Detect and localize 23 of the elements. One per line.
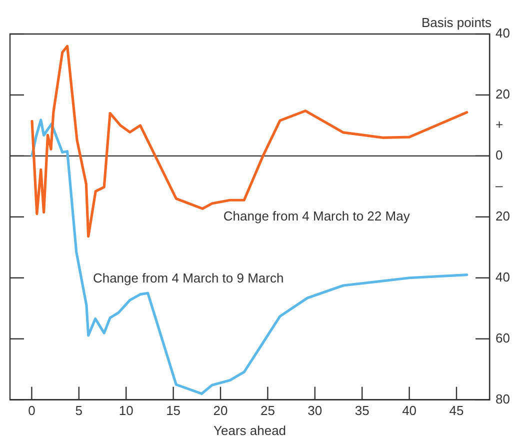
x-tick-label: 35	[354, 403, 370, 418]
x-tick-label: 0	[28, 403, 36, 418]
y-tick-label: 40	[496, 26, 510, 41]
x-tick-label: 5	[75, 403, 83, 418]
series-label: Change from 4 March to 22 May	[223, 208, 410, 224]
y-tick-label: 20	[496, 86, 510, 102]
x-tick-label: 10	[118, 403, 134, 418]
y-tick-label: 40	[496, 269, 510, 284]
y-tick-label: +	[496, 117, 504, 132]
x-tick-label: 15	[166, 403, 181, 418]
y-tick-label: 80	[496, 391, 510, 406]
x-tick-label: 40	[402, 403, 417, 418]
x-tick-label: 20	[213, 403, 228, 418]
x-tick-label: 25	[260, 403, 275, 418]
x-tick-label: 30	[308, 403, 322, 418]
y-tick-label: 0	[496, 148, 503, 163]
y-tick-label: –	[496, 178, 504, 193]
y-tick-label: 60	[496, 330, 510, 346]
x-tick-label: 45	[449, 403, 464, 418]
x-axis-title: Years ahead	[214, 422, 286, 438]
y-axis-title: Basis points	[421, 15, 492, 30]
y-tick-label: 20	[496, 208, 510, 224]
series-label: Change from 4 March to 9 March	[92, 270, 284, 286]
